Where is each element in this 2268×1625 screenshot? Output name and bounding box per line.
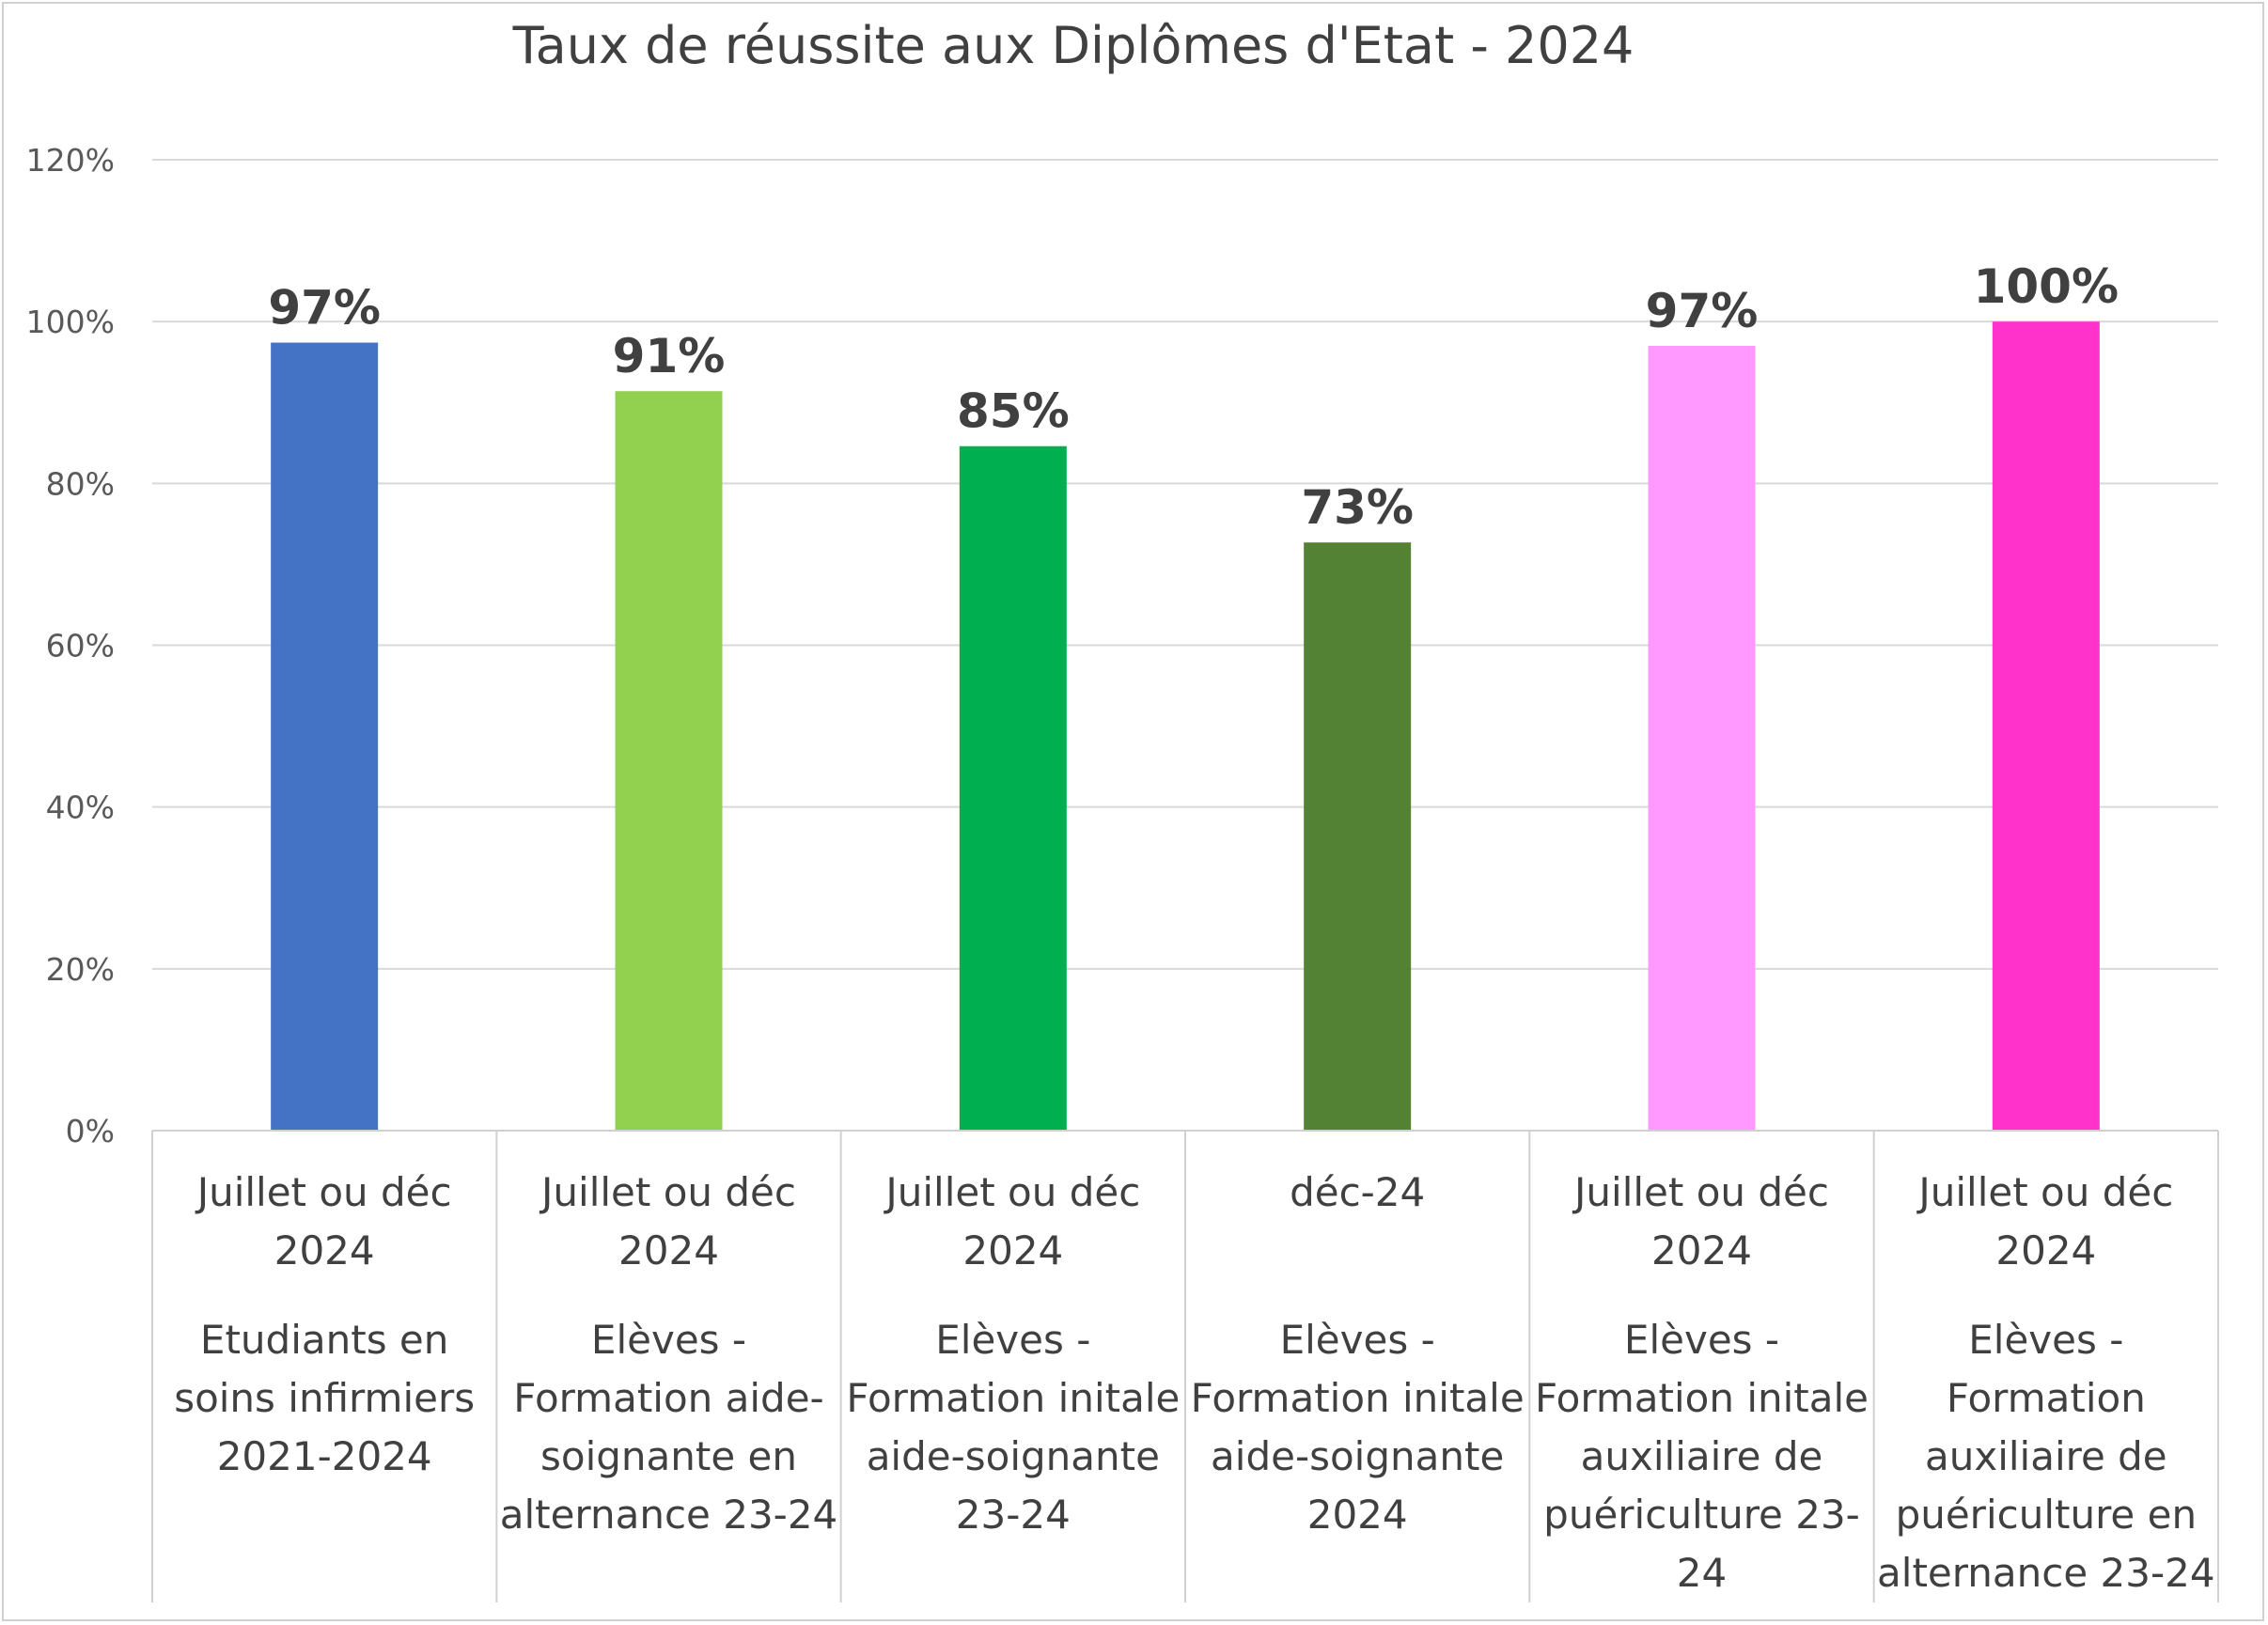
- bar: [1648, 345, 1756, 1131]
- y-tick-label: 40%: [46, 789, 115, 826]
- category-group-label: 2024: [1307, 1492, 1408, 1538]
- data-labels: 97% 91% 85% 73% 97% 100%: [268, 259, 2119, 535]
- category-group-label: auxiliaire de: [1581, 1433, 1823, 1479]
- category-group-label: puériculture 23-: [1543, 1492, 1860, 1538]
- bar: [271, 342, 379, 1131]
- data-label: 100%: [1974, 259, 2119, 314]
- category-group-label: Formation initale: [846, 1375, 1180, 1421]
- category-group-label: alternance 23-24: [1877, 1550, 2215, 1596]
- y-axis-ticks: 0% 20% 40% 60% 80% 100% 120%: [26, 142, 115, 1149]
- category-date-label: Juillet ou déc: [195, 1169, 452, 1215]
- data-label: 73%: [1301, 480, 1414, 535]
- data-label: 91%: [613, 329, 726, 383]
- gridlines: [152, 159, 2218, 970]
- category-group-label: Elèves -: [1968, 1317, 2123, 1363]
- bar: [959, 445, 1067, 1131]
- category-group-label: alternance 23-24: [500, 1492, 838, 1538]
- bar: [1992, 321, 2100, 1132]
- bar: [1304, 542, 1412, 1131]
- category-group-label: Elèves -: [591, 1317, 746, 1363]
- category-group-label: auxiliaire de: [1925, 1433, 2167, 1479]
- category-group-label: 23-24: [956, 1492, 1071, 1538]
- category-group-label: aide-soignante: [1211, 1433, 1504, 1479]
- category-date-label: 2024: [274, 1227, 375, 1273]
- bar: [615, 391, 723, 1131]
- y-tick-label: 120%: [26, 142, 115, 179]
- category-date-label: Juillet ou déc: [1572, 1169, 1829, 1215]
- category-date-label: Juillet ou déc: [883, 1169, 1140, 1215]
- category-group-label: aide-soignante: [867, 1433, 1160, 1479]
- data-label: 97%: [1646, 284, 1759, 338]
- data-label: 97%: [268, 281, 381, 336]
- category-group-label: soins infirmiers: [174, 1375, 475, 1421]
- category-date-label: déc-24: [1290, 1169, 1425, 1215]
- category-group-label: Elèves -: [935, 1317, 1090, 1363]
- data-label: 85%: [957, 384, 1070, 439]
- category-group-label: soignante en: [540, 1433, 797, 1479]
- bars: [271, 321, 2100, 1132]
- category-group-label: Formation: [1947, 1375, 2146, 1421]
- category-axis: Juillet ou déc 2024 Etudiants en soins infi…: [151, 1130, 2219, 1602]
- y-tick-label: 80%: [46, 465, 115, 502]
- category-date-label: 2024: [1651, 1227, 1752, 1273]
- category-date-label: 2024: [962, 1227, 1063, 1273]
- y-tick-label: 60%: [46, 628, 115, 664]
- y-tick-label: 20%: [46, 951, 115, 988]
- category-group-label: Formation initale: [1535, 1375, 1869, 1421]
- category-date-label: 2024: [618, 1227, 719, 1273]
- category-group-label: 2021-2024: [217, 1433, 432, 1479]
- y-tick-label: 100%: [26, 304, 115, 340]
- y-tick-label: 0%: [66, 1113, 115, 1149]
- category-date-label: Juillet ou déc: [1916, 1169, 2173, 1215]
- category-group-label: 24: [1677, 1550, 1727, 1596]
- category-group-label: Formation aide-: [513, 1375, 823, 1421]
- category-group-label: Elèves -: [1624, 1317, 1779, 1363]
- chart-title: Taux de réussite aux Diplômes d'Etat - 2…: [512, 16, 1635, 75]
- category-group-label: Etudiants en: [200, 1317, 448, 1363]
- category-date-label: Juillet ou déc: [539, 1169, 796, 1215]
- category-group-label: Elèves -: [1280, 1317, 1435, 1363]
- category-date-label: 2024: [1995, 1227, 2096, 1273]
- category-group-label: puériculture en: [1896, 1492, 2198, 1538]
- category-group-label: Formation initale: [1191, 1375, 1525, 1421]
